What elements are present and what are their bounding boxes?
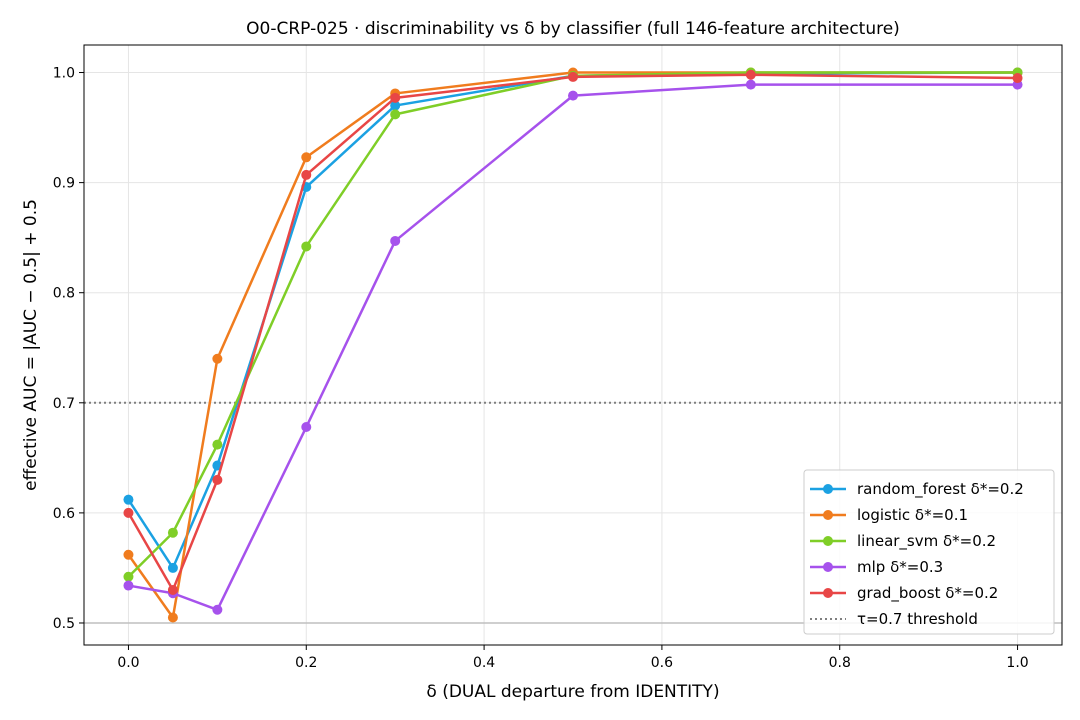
chart-title: O0-CRP-025 · discriminability vs δ by cl… bbox=[246, 19, 900, 39]
data-point bbox=[390, 109, 401, 120]
data-point bbox=[212, 353, 223, 364]
data-point bbox=[212, 604, 223, 615]
legend-box bbox=[803, 469, 1055, 635]
data-point bbox=[123, 549, 134, 560]
legend-marker bbox=[823, 510, 833, 520]
data-point bbox=[301, 241, 312, 252]
legend-label: random_forest δ*=0.2 bbox=[857, 480, 1024, 499]
data-point bbox=[123, 571, 134, 582]
legend-label: τ=0.7 threshold bbox=[857, 610, 978, 628]
data-point bbox=[745, 79, 756, 90]
y-tick-label: 0.9 bbox=[53, 176, 75, 192]
x-tick-label: 1.0 bbox=[1006, 655, 1028, 671]
axis-ticks: 0.0 0.2 0.4 0.6 0.8 1.0 0.5 0.6 0.7 0.8 0.9 1.0 bbox=[53, 66, 1029, 671]
data-point bbox=[167, 612, 178, 623]
y-tick-label: 1.0 bbox=[53, 66, 75, 82]
data-point bbox=[301, 169, 312, 180]
legend: random_forest δ*=0.2 logistic δ*=0.1 linea… bbox=[803, 469, 1055, 635]
data-point bbox=[212, 474, 223, 485]
data-point bbox=[212, 439, 223, 450]
series-line bbox=[127, 73, 1018, 592]
data-point bbox=[123, 494, 134, 505]
data-point bbox=[390, 92, 401, 103]
legend-label: grad_boost δ*=0.2 bbox=[857, 584, 998, 603]
x-tick-label: 0.6 bbox=[651, 655, 673, 671]
legend-marker bbox=[823, 562, 833, 572]
x-tick-label: 0.4 bbox=[473, 655, 495, 671]
y-tick-label: 0.7 bbox=[53, 396, 75, 412]
data-point bbox=[123, 580, 134, 591]
x-axis-label: δ (DUAL departure from IDENTITY) bbox=[426, 682, 719, 702]
legend-marker bbox=[823, 484, 833, 494]
data-point bbox=[568, 71, 578, 82]
x-tick-label: 0.0 bbox=[117, 655, 139, 671]
legend-marker bbox=[823, 588, 833, 598]
legend-label: linear_svm δ*=0.2 bbox=[857, 532, 996, 551]
legend-marker bbox=[823, 536, 833, 546]
y-tick-label: 0.6 bbox=[53, 506, 75, 522]
y-tick-label: 0.8 bbox=[53, 286, 75, 302]
data-point bbox=[568, 90, 578, 101]
y-tick-label: 0.5 bbox=[53, 616, 75, 632]
data-point bbox=[301, 152, 312, 163]
data-point bbox=[1012, 73, 1023, 84]
data-point bbox=[390, 100, 401, 111]
data-point bbox=[745, 69, 756, 80]
data-point bbox=[167, 562, 178, 573]
data-point bbox=[301, 422, 312, 433]
y-axis-label: effective AUC = |AUC − 0.5| + 0.5 bbox=[21, 199, 41, 491]
legend-label: logistic δ*=0.1 bbox=[857, 506, 968, 524]
x-tick-label: 0.8 bbox=[829, 655, 851, 671]
data-point bbox=[167, 527, 178, 538]
plot-frame bbox=[83, 44, 1063, 646]
series-line bbox=[128, 83, 1018, 612]
data-point bbox=[123, 507, 134, 518]
series-layer bbox=[123, 67, 1023, 623]
data-point bbox=[167, 584, 178, 595]
series-line bbox=[127, 71, 1018, 578]
data-point bbox=[390, 235, 401, 246]
legend-label: mlp δ*=0.3 bbox=[857, 558, 943, 576]
x-tick-label: 0.2 bbox=[295, 655, 317, 671]
